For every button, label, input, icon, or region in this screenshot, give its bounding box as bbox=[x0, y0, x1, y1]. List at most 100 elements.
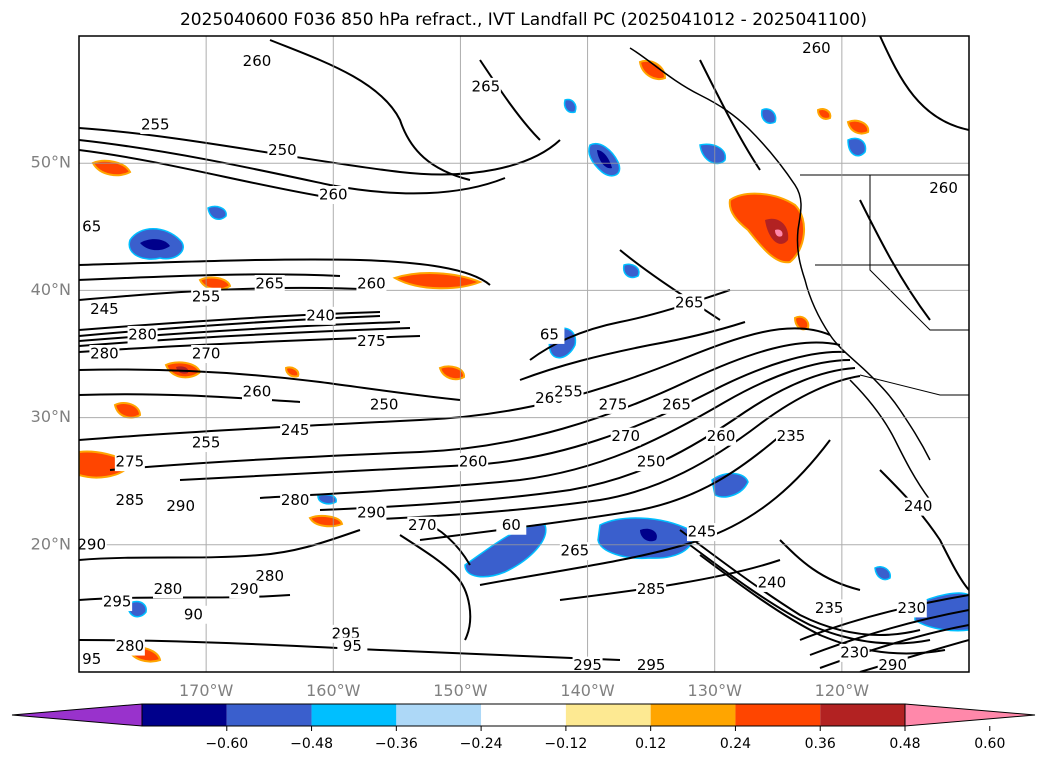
orange-patch bbox=[816, 108, 832, 120]
blue-patch bbox=[622, 263, 640, 279]
contour-label: 260 bbox=[243, 52, 272, 70]
contour-label-bg bbox=[165, 497, 196, 516]
contour-line bbox=[79, 286, 381, 301]
contour-line bbox=[79, 311, 381, 331]
contour-label: 265 bbox=[561, 542, 590, 560]
orange-patch bbox=[308, 515, 344, 528]
coastline-path bbox=[629, 47, 931, 461]
contour-label-bg bbox=[636, 656, 667, 675]
orange-patch bbox=[793, 315, 810, 331]
colorbar-tick-label: −0.12 bbox=[544, 736, 587, 752]
contour-line bbox=[479, 59, 541, 141]
borders bbox=[800, 174, 969, 396]
contour-label: 270 bbox=[611, 427, 640, 445]
contour-line bbox=[109, 341, 841, 471]
lon-label: 120°W bbox=[815, 681, 870, 700]
contour-label-bg bbox=[191, 345, 222, 363]
contour-label-bg bbox=[356, 332, 387, 351]
contour-label-bg bbox=[496, 516, 527, 535]
contour-line bbox=[859, 639, 969, 672]
blue-patch bbox=[699, 143, 727, 165]
contour-label-bg bbox=[610, 427, 641, 446]
contour-label-bg bbox=[598, 395, 628, 414]
contour-line bbox=[809, 609, 969, 656]
contour-label: 265 bbox=[675, 294, 704, 312]
contour-label-bg bbox=[636, 580, 667, 599]
contour-label-bg bbox=[114, 637, 145, 656]
contour-label-bg bbox=[305, 306, 336, 325]
contour-label: 255 bbox=[192, 287, 221, 305]
contour-label: 65 bbox=[540, 325, 559, 343]
contour-label-bg bbox=[407, 516, 438, 535]
lon-label: 160°W bbox=[306, 681, 361, 700]
contour-label: 290 bbox=[357, 504, 386, 522]
colorbar-segment bbox=[311, 704, 397, 726]
contour-label-bg bbox=[254, 275, 285, 294]
contour-label: 255 bbox=[141, 116, 170, 134]
contour-line bbox=[619, 249, 721, 321]
contour-label-bg bbox=[140, 116, 171, 135]
contour-label-bg bbox=[254, 567, 285, 586]
colorbar-segment bbox=[481, 704, 566, 726]
contour-label-bg bbox=[89, 300, 120, 319]
contour-label: 270 bbox=[408, 516, 437, 534]
contour-label: 285 bbox=[116, 491, 145, 509]
latitude-labels: 50°N 40°N 30°N 20°N bbox=[31, 153, 71, 554]
map-frame bbox=[78, 35, 970, 673]
colorbar-tick-label: −0.48 bbox=[290, 736, 333, 752]
contour-line bbox=[79, 149, 321, 197]
lat-label: 20°N bbox=[31, 534, 71, 553]
contour-line bbox=[419, 435, 781, 541]
contour-line bbox=[699, 59, 761, 171]
contour-label-bg bbox=[636, 453, 667, 472]
blue-patch bbox=[760, 108, 777, 124]
contour-label: 260 bbox=[357, 275, 386, 293]
contour-label: 280 bbox=[154, 580, 183, 598]
contour-label-bg bbox=[369, 395, 400, 414]
contour-label-bg bbox=[674, 294, 705, 313]
contour-label-bg bbox=[877, 656, 908, 675]
contour-label: 240 bbox=[758, 573, 787, 591]
colorbar-segment bbox=[820, 704, 905, 726]
contour-line bbox=[79, 315, 381, 337]
colorbar-segment bbox=[565, 704, 651, 726]
contour-label: 280 bbox=[255, 567, 284, 585]
blue-patch bbox=[464, 524, 547, 578]
colorbar-segment bbox=[226, 704, 312, 726]
contour-label: 280 bbox=[281, 491, 310, 509]
contour-line bbox=[79, 327, 411, 347]
colorbar-extend-max bbox=[904, 703, 1036, 727]
contour-label-bg bbox=[814, 599, 845, 618]
contour-label: 275 bbox=[599, 395, 628, 413]
contour-label: 290 bbox=[878, 656, 907, 674]
contour-label: 235 bbox=[777, 427, 806, 445]
contour-line bbox=[699, 554, 946, 655]
contour-line bbox=[399, 534, 472, 641]
contour-label-bg bbox=[559, 542, 590, 561]
contour-line bbox=[819, 624, 969, 669]
contour-line bbox=[79, 327, 831, 441]
contour-label: 285 bbox=[637, 580, 666, 598]
contour-label: 245 bbox=[90, 300, 119, 318]
contour-label-bg bbox=[178, 605, 209, 624]
contour-label: 270 bbox=[192, 345, 221, 363]
colorbar: −0.60 −0.48 −0.36 −0.24 −0.12 0.12 0.24 0.36 0.4… bbox=[11, 703, 1036, 752]
colorbar-tick-label: 0.48 bbox=[889, 736, 920, 752]
contour-line bbox=[779, 539, 861, 591]
contour-label: 245 bbox=[281, 421, 310, 439]
contour-label-bg bbox=[534, 325, 565, 344]
contour-label: 290 bbox=[77, 535, 106, 553]
lon-label: 150°W bbox=[433, 681, 488, 700]
contour-line bbox=[79, 321, 401, 342]
contour-line bbox=[79, 639, 621, 661]
contour-label: 65 bbox=[82, 217, 101, 235]
contour-line bbox=[519, 321, 746, 381]
contour-label-bg bbox=[76, 650, 107, 669]
contour-label: 275 bbox=[357, 332, 386, 350]
contour-label: 260 bbox=[929, 179, 958, 197]
map-title: 2025040600 F036 850 hPa refract., IVT La… bbox=[179, 10, 867, 30]
contour-label: 260 bbox=[802, 39, 831, 57]
contour-line bbox=[79, 127, 561, 176]
coastline bbox=[629, 47, 931, 501]
colorbar-tick-label: −0.36 bbox=[375, 736, 418, 752]
